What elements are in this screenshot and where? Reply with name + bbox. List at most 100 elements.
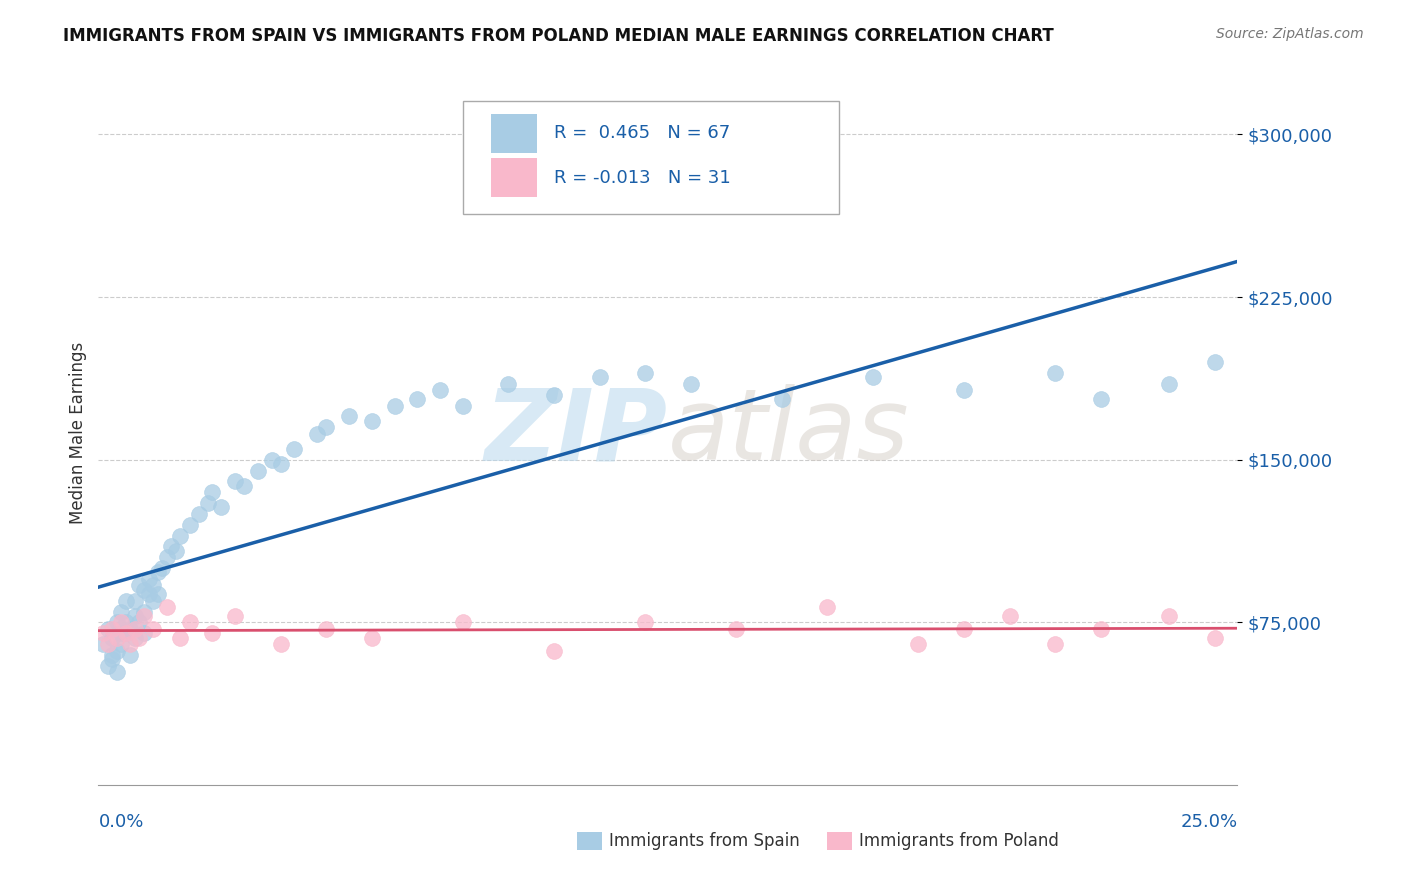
Point: [165, 543, 187, 558]
Text: Immigrants from Poland: Immigrants from Poland: [859, 831, 1059, 849]
Text: ZIP: ZIP: [485, 384, 668, 481]
Point: [270, 457, 292, 471]
Point: [451, 399, 474, 413]
Point: [91, 626, 114, 640]
Text: R =  0.465   N = 67: R = 0.465 N = 67: [554, 125, 730, 143]
Point: [120, 637, 142, 651]
Point: [998, 608, 1021, 623]
Point: [105, 643, 128, 657]
Point: [179, 517, 201, 532]
Point: [384, 399, 406, 413]
Point: [315, 622, 337, 636]
Point: [270, 637, 292, 651]
Point: [124, 608, 146, 623]
Point: [725, 622, 748, 636]
Point: [429, 384, 451, 398]
Point: [132, 582, 155, 597]
Point: [634, 615, 657, 630]
Point: [142, 578, 165, 592]
Point: [360, 414, 382, 428]
Point: [156, 550, 179, 565]
Point: [105, 615, 128, 630]
FancyBboxPatch shape: [576, 832, 602, 850]
Point: [101, 622, 124, 636]
Text: R = -0.013   N = 31: R = -0.013 N = 31: [554, 169, 731, 187]
Point: [124, 593, 146, 607]
Point: [246, 464, 269, 478]
Point: [224, 608, 246, 623]
Point: [201, 485, 224, 500]
Point: [1157, 608, 1180, 623]
Point: [132, 608, 155, 623]
Point: [406, 392, 429, 406]
Point: [543, 387, 565, 401]
Point: [128, 615, 150, 630]
Point: [101, 652, 124, 666]
Point: [96, 622, 118, 636]
Point: [1204, 355, 1226, 369]
Point: [114, 593, 136, 607]
Point: [128, 578, 150, 592]
Point: [953, 622, 976, 636]
Point: [953, 384, 976, 398]
Point: [128, 631, 150, 645]
Point: [543, 643, 565, 657]
Point: [307, 426, 329, 441]
Point: [105, 665, 128, 680]
Point: [209, 500, 232, 515]
Point: [1043, 366, 1066, 380]
Point: [588, 370, 610, 384]
Point: [169, 631, 191, 645]
FancyBboxPatch shape: [827, 832, 852, 850]
Point: [132, 605, 155, 619]
Point: [114, 626, 136, 640]
Point: [201, 626, 224, 640]
Point: [283, 442, 305, 456]
Point: [146, 587, 169, 601]
Point: [101, 631, 124, 645]
Point: [862, 370, 884, 384]
Point: [156, 600, 179, 615]
Point: [146, 566, 169, 580]
FancyBboxPatch shape: [463, 102, 839, 214]
Point: [160, 540, 183, 554]
Point: [197, 496, 219, 510]
Point: [110, 626, 132, 640]
Point: [105, 631, 128, 645]
Text: Immigrants from Spain: Immigrants from Spain: [609, 831, 800, 849]
Point: [360, 631, 382, 645]
Point: [179, 615, 201, 630]
Point: [169, 528, 191, 542]
Text: IMMIGRANTS FROM SPAIN VS IMMIGRANTS FROM POLAND MEDIAN MALE EARNINGS CORRELATION: IMMIGRANTS FROM SPAIN VS IMMIGRANTS FROM…: [63, 27, 1054, 45]
Point: [142, 593, 165, 607]
Point: [770, 392, 793, 406]
Y-axis label: Median Male Earnings: Median Male Earnings: [69, 342, 87, 524]
Text: atlas: atlas: [668, 384, 910, 481]
Point: [679, 376, 702, 391]
Point: [315, 420, 337, 434]
Point: [1090, 392, 1112, 406]
Point: [110, 605, 132, 619]
Point: [124, 631, 146, 645]
Point: [132, 626, 155, 640]
Text: 0.0%: 0.0%: [98, 814, 143, 831]
FancyBboxPatch shape: [491, 159, 537, 197]
Point: [634, 366, 657, 380]
Point: [138, 572, 160, 586]
Point: [1204, 631, 1226, 645]
Point: [1043, 637, 1066, 651]
Point: [907, 637, 929, 651]
Point: [451, 615, 474, 630]
Point: [114, 615, 136, 630]
Point: [224, 475, 246, 489]
Point: [1157, 376, 1180, 391]
Point: [110, 615, 132, 630]
Point: [187, 507, 209, 521]
Point: [815, 600, 838, 615]
Text: 25.0%: 25.0%: [1180, 814, 1237, 831]
Point: [1090, 622, 1112, 636]
Point: [337, 409, 360, 424]
Point: [96, 637, 118, 651]
Point: [138, 587, 160, 601]
Point: [110, 637, 132, 651]
